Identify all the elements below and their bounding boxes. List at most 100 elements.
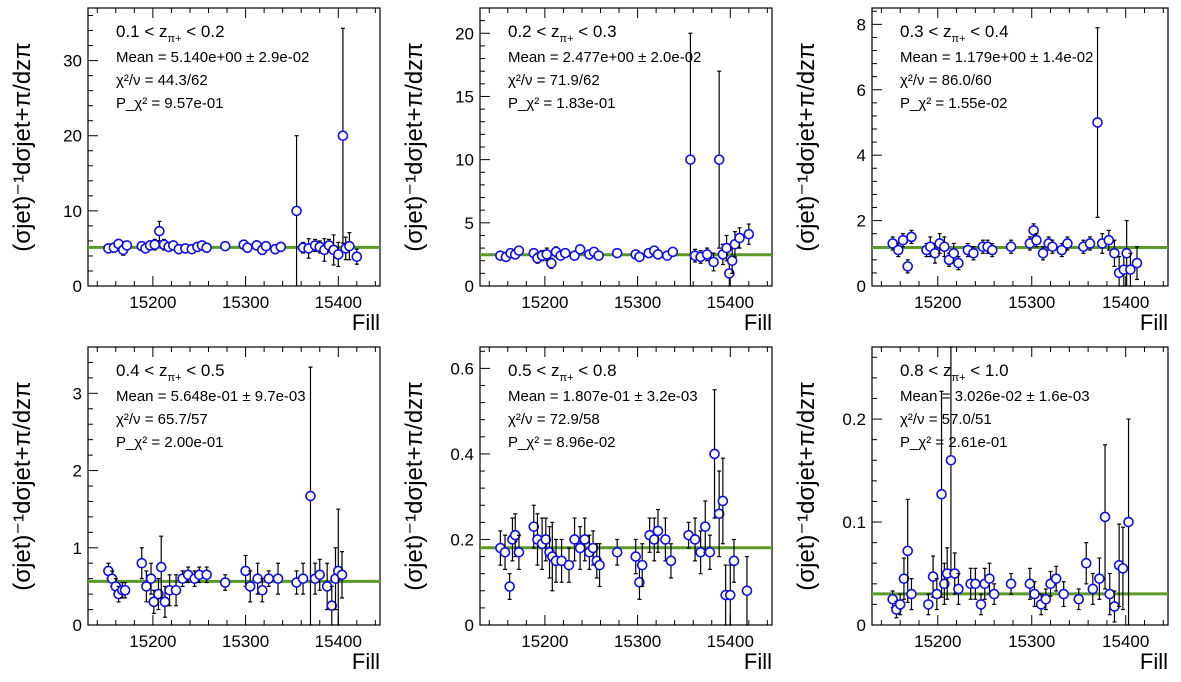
y-tick-label: 4 [857, 146, 866, 165]
data-point [121, 240, 133, 251]
range-label: 0.8 < zπ+ < 1.0 [900, 361, 1009, 384]
stat-line: χ²/ν = 57.0/51 [900, 411, 992, 428]
y-tick-label: 0.1 [842, 513, 866, 532]
data-point [256, 584, 268, 596]
data-point [902, 545, 914, 557]
data-point [699, 521, 711, 532]
plot-frame [871, 346, 1169, 626]
stat-line: Mean = 3.026e-02 ± 1.6e-03 [900, 388, 1090, 405]
data-point [1050, 573, 1062, 584]
data-point [923, 599, 934, 610]
data-point [893, 244, 904, 256]
chart-panel-5: 15200 15300 15400 0 0.2 0.4 0.6 0.5 < zπ+ < 0.8… [401, 346, 773, 674]
data-point [728, 555, 740, 567]
data-point [1073, 593, 1085, 605]
data-point [975, 599, 987, 610]
chart-panel-4: 15200 15300 15400 0 1 2 3 0.4 < zπ+ < 0.5 Mean =… [9, 346, 381, 674]
data-point [260, 240, 272, 252]
x-tick-label: 15400 [1102, 293, 1149, 312]
data-point [272, 573, 284, 584]
data-point [1080, 557, 1092, 569]
chart-panel-3: 15200 15300 15400 0 2 4 6 8 0.3 < zπ+ < 0.4 Mean … [793, 7, 1169, 335]
data-point [275, 241, 287, 253]
stat-line: χ²/ν = 72.9/58 [508, 411, 600, 428]
data-point [968, 247, 979, 259]
y-axis-label: (σjet)⁻¹dσjet+π/dzπ [793, 42, 820, 251]
data-point [1109, 247, 1120, 259]
stat-line: Mean = 1.807e-01 ± 3.2e-03 [508, 388, 698, 405]
data-point [704, 546, 716, 558]
data-point [685, 154, 696, 165]
x-tick-label: 15200 [521, 293, 568, 312]
x-axis-label: Fill [744, 310, 772, 335]
data-point [242, 242, 253, 253]
data-point [499, 546, 511, 558]
data-point [906, 231, 917, 243]
data-point [709, 448, 720, 460]
y-tick-label: 0.2 [842, 410, 866, 429]
y-axis-label: (σjet)⁻¹dσjet+π/dzπ [401, 381, 428, 590]
data-point [528, 521, 540, 532]
data-point [897, 234, 909, 246]
stat-line: Mean = 1.179e+00 ± 1.4e-02 [900, 49, 1093, 66]
stat-line: P_χ² = 9.57e-01 [116, 95, 224, 112]
range-label: 0.4 < zπ+ < 0.5 [116, 361, 225, 384]
data-point [1040, 593, 1052, 605]
data-point [244, 581, 256, 592]
data-point [219, 577, 231, 588]
range-label: 0.3 < zπ+ < 0.4 [900, 22, 1009, 45]
data-point [652, 525, 664, 537]
stat-line: χ²/ν = 44.3/62 [116, 72, 208, 89]
data-point [1125, 264, 1136, 275]
data-point [667, 246, 679, 258]
stat-line: P_χ² = 2.00e-01 [116, 434, 224, 451]
stat-line: Mean = 5.648e-01 ± 9.7e-03 [116, 388, 306, 405]
x-tick-label: 15200 [914, 632, 961, 651]
data-point [201, 569, 212, 581]
y-tick-label: 0.6 [450, 359, 474, 378]
data-point [902, 261, 914, 272]
data-point [149, 239, 161, 250]
data-point [154, 225, 165, 237]
x-tick-label: 15400 [707, 632, 754, 651]
data-point [970, 578, 981, 590]
stat-line: P_χ² = 2.61e-01 [900, 434, 1008, 451]
stat-line: P_χ² = 8.96e-02 [508, 434, 616, 451]
data-point [263, 573, 275, 584]
y-tick-label: 0 [73, 277, 82, 296]
x-axis-label: Fill [352, 310, 380, 335]
data-point [1031, 234, 1042, 246]
data-point [988, 588, 1000, 600]
data-point [953, 583, 964, 595]
data-point [594, 559, 605, 571]
data-point [1092, 117, 1103, 128]
y-tick-label: 0 [465, 277, 474, 296]
data-point [630, 551, 642, 562]
y-axis-label: (σjet)⁻¹dσjet+π/dzπ [9, 42, 36, 251]
data-point [504, 581, 515, 592]
data-point [337, 130, 349, 142]
data-point [665, 555, 677, 567]
x-tick-label: 15300 [614, 632, 661, 651]
data-point [546, 257, 557, 269]
y-tick-label: 0 [73, 616, 82, 635]
y-tick-label: 0.2 [450, 530, 474, 549]
data-point [648, 534, 660, 545]
data-point [713, 508, 725, 520]
data-point [936, 488, 947, 500]
y-axis-label: (σjet)⁻¹dσjet+π/dzπ [9, 381, 36, 590]
data-point [894, 599, 906, 610]
range-label: 0.1 < zπ+ < 0.2 [116, 22, 225, 45]
stat-line: Mean = 2.477e+00 ± 2.0e-02 [508, 49, 701, 66]
stat-line: χ²/ν = 86.0/60 [900, 72, 992, 89]
x-tick-label: 15200 [521, 632, 568, 651]
data-point [634, 251, 645, 263]
data-point [336, 569, 348, 581]
y-tick-label: 2 [857, 212, 866, 231]
data-point [574, 542, 586, 554]
stat-line: χ²/ν = 65.7/57 [116, 411, 208, 428]
data-point [898, 573, 910, 584]
chart-panel-2: 15200 15300 15400 0 5 10 15 20 0.2 < zπ+ < 0.3 Me… [401, 7, 773, 335]
data-point [541, 249, 553, 260]
